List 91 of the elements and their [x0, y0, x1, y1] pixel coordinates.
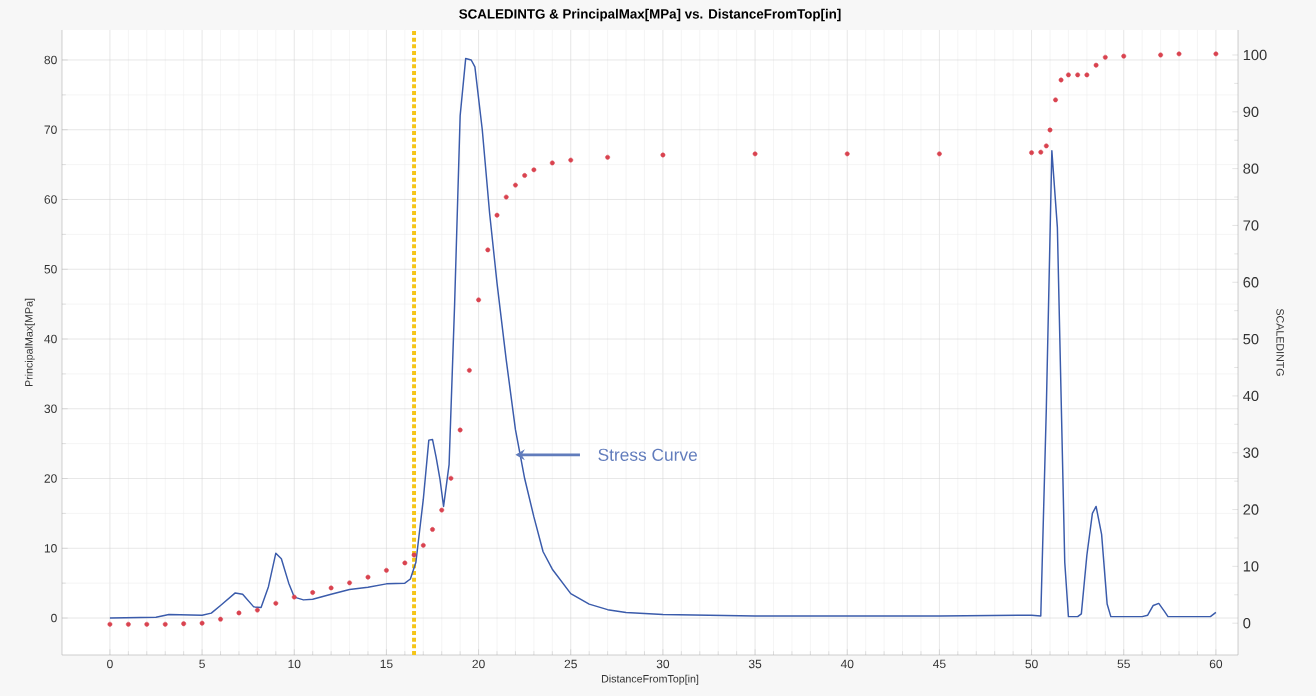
point: [549, 160, 555, 166]
point: [1158, 52, 1164, 58]
point: [162, 621, 168, 627]
point: [503, 194, 509, 200]
y2-tick-label: 0: [1243, 618, 1251, 629]
point: [1084, 72, 1090, 78]
point: [1066, 72, 1071, 78]
point: [568, 157, 574, 163]
point: [1121, 53, 1127, 59]
y2-tick-label: 80: [1243, 163, 1259, 174]
point: [1075, 72, 1081, 78]
y2-tick-label: 100: [1243, 49, 1267, 61]
y2-tick-label: 10: [1243, 561, 1259, 572]
point: [236, 610, 242, 616]
y-tick-label: 70: [44, 125, 57, 134]
point: [365, 574, 371, 580]
point: [181, 621, 187, 627]
point: [1213, 51, 1219, 57]
point: [439, 507, 445, 513]
x-tick-label: 5: [199, 659, 205, 669]
point: [1102, 54, 1108, 60]
point: [310, 590, 316, 595]
y-tick-label: 0: [51, 613, 57, 623]
point: [531, 167, 537, 173]
y2-tick-label: 30: [1243, 447, 1259, 458]
point: [218, 616, 223, 622]
x-tick-label: 0: [107, 659, 113, 669]
point: [660, 152, 666, 158]
point: [937, 151, 942, 157]
point: [1176, 51, 1182, 57]
y-axis-title: PrincipalMax[MPa]: [24, 298, 35, 387]
point: [513, 182, 518, 188]
point: [457, 427, 463, 433]
chart-title: SCALEDINTG & PrincipalMax[MPa] vs. DistanceFromTop[in]: [459, 8, 841, 22]
point: [1058, 77, 1064, 83]
point: [411, 552, 417, 558]
point: [485, 247, 491, 253]
point: [291, 594, 297, 600]
point: [430, 527, 435, 532]
point: [402, 560, 408, 566]
x-axis-title: DistanceFromTop[in]: [601, 674, 699, 685]
point: [494, 212, 500, 218]
y-tick-label: 30: [44, 404, 57, 414]
y-tick-label: 80: [44, 55, 57, 65]
point: [476, 297, 481, 303]
point: [844, 151, 850, 157]
point: [144, 621, 150, 627]
point: [752, 151, 758, 157]
y2-tick-label: 40: [1243, 390, 1259, 402]
x-tick-label: 55: [1117, 659, 1130, 669]
y2-axis-title: SCALEDINTG: [1276, 308, 1284, 376]
point: [448, 475, 454, 481]
point: [254, 607, 260, 613]
point: [1043, 143, 1049, 149]
y2-tick-label: 50: [1243, 333, 1259, 345]
point: [522, 173, 528, 178]
x-tick-label: 40: [840, 659, 854, 669]
point: [125, 621, 131, 627]
x-tick-label: 50: [1025, 659, 1038, 669]
point: [347, 580, 352, 586]
y-tick-label: 40: [44, 334, 57, 344]
point: [605, 154, 611, 160]
y2-tick-label: 90: [1243, 106, 1259, 118]
x-tick-label: 45: [933, 659, 946, 669]
x-tick-label: 25: [564, 659, 577, 669]
y-tick-label: 20: [44, 474, 57, 483]
y-tick-label: 60: [44, 195, 57, 204]
point: [1047, 127, 1053, 133]
x-tick-label: 15: [380, 659, 393, 669]
y-tick-label: 10: [44, 544, 57, 553]
y2-tick-label: 70: [1243, 220, 1259, 231]
point: [199, 620, 205, 626]
y2-tick-label: 20: [1243, 504, 1259, 515]
x-tick-label: 10: [288, 659, 301, 669]
x-tick-label: 60: [1209, 659, 1223, 669]
point: [107, 621, 113, 627]
point: [466, 367, 472, 373]
point: [384, 567, 389, 573]
x-tick-label: 35: [748, 659, 762, 669]
point: [273, 600, 279, 606]
point: [1093, 62, 1099, 68]
x-tick-label: 20: [472, 659, 485, 669]
point: [420, 542, 426, 548]
y-tick-label: 50: [44, 264, 57, 274]
point: [1038, 149, 1044, 155]
point: [1029, 150, 1034, 156]
point: [328, 585, 334, 591]
x-tick-label: 30: [656, 659, 670, 669]
annotation: Stress Curve: [598, 448, 697, 461]
y2-tick-label: 60: [1243, 277, 1259, 288]
point: [1053, 97, 1058, 103]
